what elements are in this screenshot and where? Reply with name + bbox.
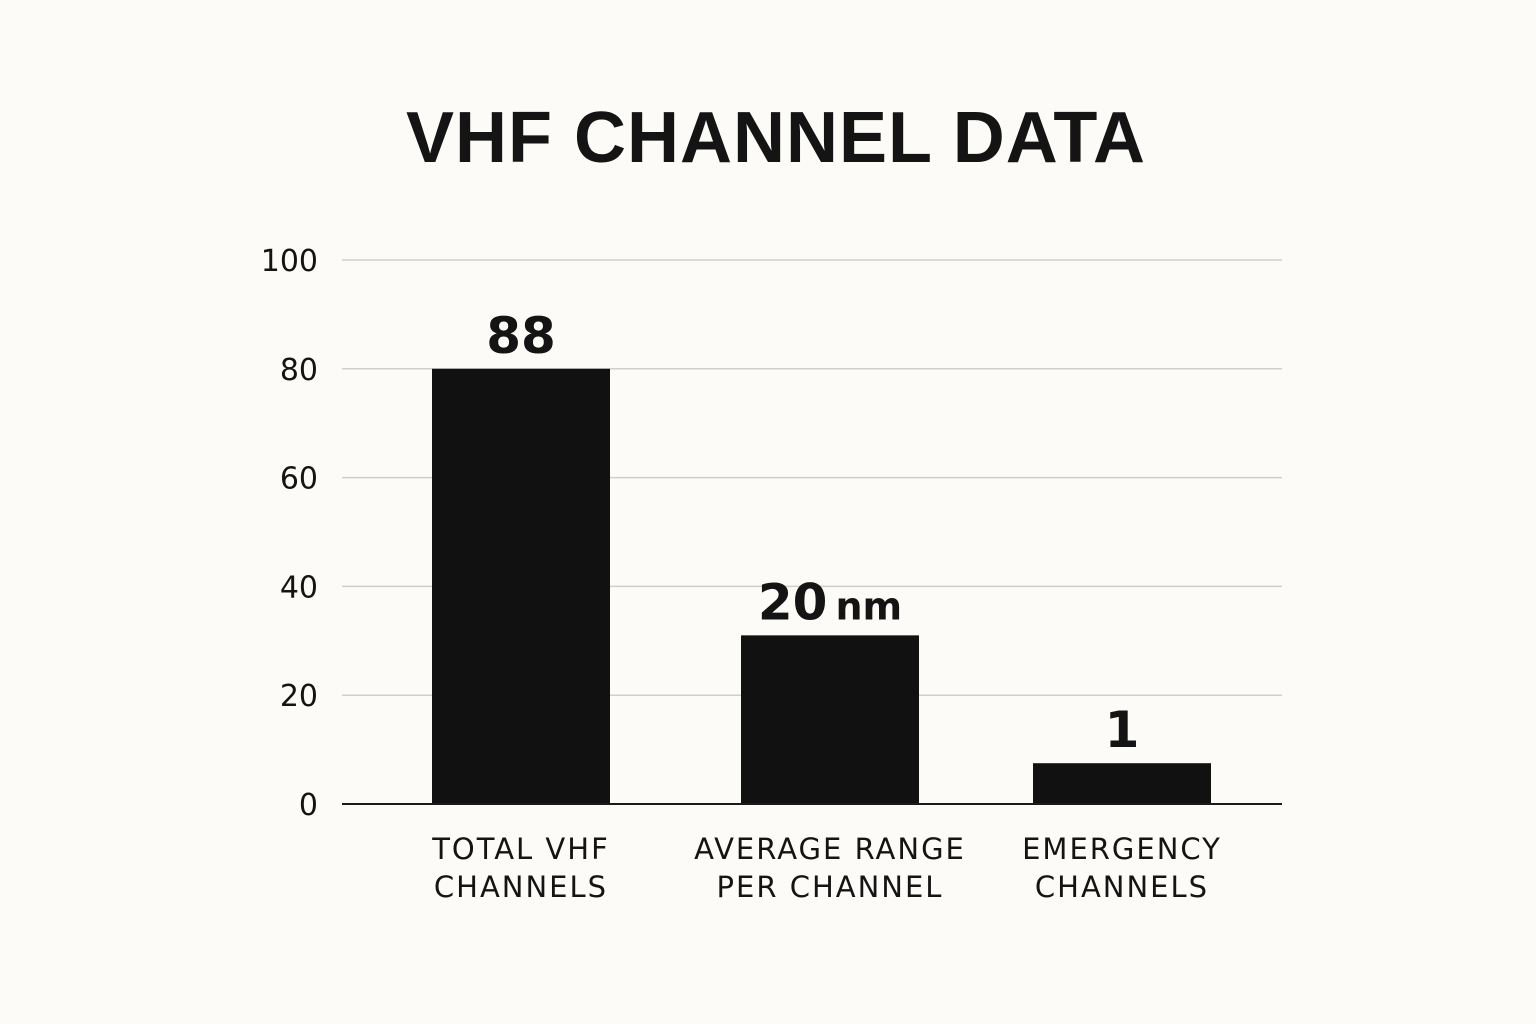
x-axis-category-labels: TOTAL VHF CHANNELS AVERAGE RANGE PER CHANNE… [431,832,1222,904]
data-label-value: 20 [758,573,828,631]
bar-1 [741,635,919,804]
data-label-value: 88 [486,307,556,365]
y-tick-label: 60 [280,462,318,497]
y-tick-label: 40 [280,570,318,605]
category-label-line: PER CHANNEL [717,870,944,904]
data-label-unit: nm [835,584,902,628]
category-label-line: CHANNELS [434,870,608,904]
y-tick-label: 80 [280,353,318,388]
data-label: 1 [1105,701,1140,759]
y-tick-label: 20 [280,679,318,714]
category-label-line: TOTAL VHF [431,832,610,866]
data-label-value: 1 [1105,701,1140,759]
category-label-line: CHANNELS [1035,870,1209,904]
bar-0 [432,368,610,804]
bar-2 [1033,763,1211,804]
bars [432,368,1211,804]
data-label: 20 nm [758,573,902,631]
category-label: EMERGENCY CHANNELS [1022,832,1222,904]
category-label: AVERAGE RANGE PER CHANNEL [694,832,966,904]
y-tick-label: 0 [299,788,318,823]
category-label: TOTAL VHF CHANNELS [431,832,610,904]
y-tick-label: 100 [261,244,318,279]
data-labels: 88 20 nm 1 [486,307,1139,759]
y-axis-tick-labels: 0 20 40 60 80 100 [261,244,318,823]
data-label: 88 [486,307,556,365]
category-label-line: EMERGENCY [1022,832,1222,866]
chart-title: VHF CHANNEL DATA [406,98,1146,178]
category-label-line: AVERAGE RANGE [694,832,966,866]
